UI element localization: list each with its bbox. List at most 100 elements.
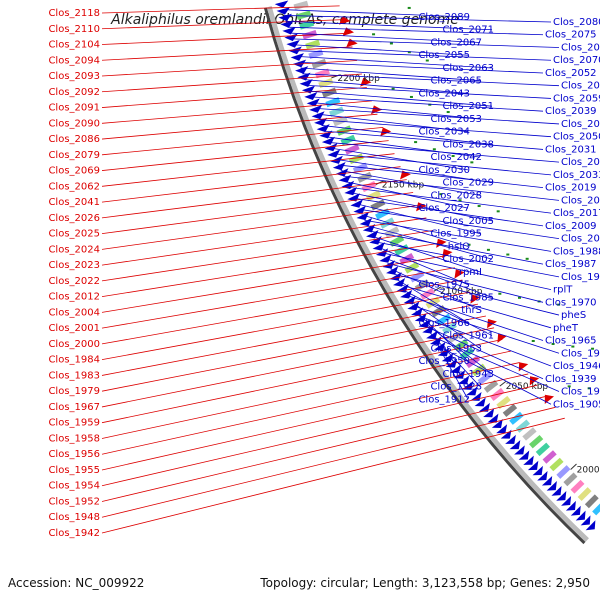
left-gene-label: Clos_2022 <box>48 276 100 287</box>
right-label-leader <box>306 84 552 99</box>
right-gene-label: Clos_2033 <box>553 170 600 181</box>
left-label-leader <box>101 417 565 534</box>
forward-gene-mark <box>356 211 370 221</box>
left-gene-label: Clos_2041 <box>48 197 100 208</box>
left-gene-label: Clos_1942 <box>48 528 100 539</box>
right-label-leader <box>292 44 469 56</box>
right-gene-label: Clos_1950 <box>418 356 470 367</box>
forward-gene-mark <box>537 470 548 481</box>
right-gene-label: Clos_2011 <box>561 195 600 206</box>
right-gene-label: Clos_2052 <box>545 68 597 79</box>
left-gene-label: Clos_1959 <box>48 418 100 429</box>
gc-content-mark <box>551 342 555 345</box>
right-label-leader <box>364 219 552 252</box>
forward-gene-mark <box>290 53 304 61</box>
left-label-leader <box>101 395 547 502</box>
forward-gene-mark <box>414 313 427 322</box>
cog-category-block <box>549 457 564 472</box>
reverse-gene-mark <box>346 38 358 48</box>
right-gene-label: rplT <box>553 285 573 296</box>
forward-gene-mark <box>585 520 596 531</box>
right-gene-label: Clos_1920 <box>561 387 600 398</box>
reverse-gene-mark <box>380 127 392 137</box>
gc-content-mark <box>407 51 411 54</box>
forward-gene-mark <box>286 40 300 48</box>
left-gene-label: Clos_2025 <box>48 229 100 240</box>
right-label-leader <box>294 50 552 61</box>
scale-tick <box>570 463 577 470</box>
right-label-leader <box>384 257 493 298</box>
forward-gene-mark <box>284 33 298 42</box>
forward-gene-mark <box>491 418 503 428</box>
right-label-leader <box>289 32 481 43</box>
left-label-leader <box>101 153 395 187</box>
left-gene-label: Clos_2094 <box>48 55 100 66</box>
forward-gene-mark <box>301 85 316 94</box>
left-gene-label: Clos_1958 <box>48 433 100 444</box>
cog-category-block <box>329 106 345 117</box>
scale-tick-label: 2200 kbp <box>337 74 380 84</box>
gc-content-mark <box>567 385 571 388</box>
cog-category-block <box>502 403 518 417</box>
forward-gene-mark <box>304 92 318 100</box>
right-label-leader <box>328 142 560 163</box>
left-label-leader <box>101 384 538 487</box>
right-gene-label: Clos_2063 <box>442 63 494 74</box>
right-gene-label: Clos_1946 <box>553 361 600 372</box>
left-gene-label: Clos_2000 <box>48 339 100 350</box>
right-label-leader <box>319 119 552 138</box>
forward-gene-mark <box>580 515 591 526</box>
right-gene-label: Clos_1986 <box>561 272 600 283</box>
right-gene-label: thrS <box>461 305 482 316</box>
left-label-leader <box>101 406 556 518</box>
right-gene-label: Clos_1985 <box>442 292 494 303</box>
reverse-gene-mark <box>454 269 465 279</box>
cog-category-block <box>379 217 395 229</box>
right-label-leader <box>381 252 552 290</box>
forward-gene-mark <box>338 174 352 183</box>
forward-gene-mark <box>292 59 307 68</box>
left-label-leader <box>101 113 378 140</box>
cog-category-block <box>496 395 511 409</box>
left-label-leader <box>101 242 441 298</box>
forward-gene-mark <box>509 440 521 450</box>
forward-gene-mark <box>541 476 553 486</box>
left-gene-label: Clos_2104 <box>48 40 100 51</box>
forward-gene-mark <box>478 402 490 412</box>
left-gene-label: Clos_1979 <box>48 386 100 397</box>
forward-gene-mark <box>546 481 557 491</box>
left-gene-label: Clos_1952 <box>48 496 100 507</box>
right-gene-label: Clos_2053 <box>430 114 482 125</box>
cog-category-block <box>563 472 578 487</box>
forward-gene-mark <box>565 500 576 511</box>
left-label-leader <box>101 32 349 45</box>
cog-category-block <box>293 0 309 10</box>
forward-gene-mark <box>457 375 470 385</box>
left-gene-label: Clos_2062 <box>48 181 100 192</box>
forward-gene-mark <box>429 336 442 345</box>
backbone-layer <box>263 6 589 545</box>
left-label-leader <box>101 291 471 361</box>
scale-tick <box>433 286 442 292</box>
right-label-leader <box>350 192 493 222</box>
right-gene-label: Clos_2071 <box>442 25 494 36</box>
gc-content-mark <box>477 205 481 208</box>
forward-gene-mark <box>556 491 567 501</box>
right-gene-label: Clos_1953 <box>430 343 482 354</box>
left-gene-label: Clos_2091 <box>48 103 100 114</box>
gc-content-mark <box>531 339 535 342</box>
gc-content-mark <box>587 387 591 390</box>
left-gene-label: Clos_1956 <box>48 449 100 460</box>
left-label-leader <box>101 100 373 124</box>
right-label-leader <box>312 102 481 120</box>
forward-gene-mark <box>449 364 462 374</box>
left-gene-label: Clos_2004 <box>48 307 100 318</box>
right-label-leader <box>304 79 469 94</box>
cog-category-block <box>314 68 330 79</box>
cog-category-block <box>509 411 524 425</box>
forward-gene-mark <box>299 79 313 87</box>
right-label-leader <box>284 15 552 23</box>
right-gene-label: Clos_2019 <box>545 183 597 194</box>
gc-content-mark <box>409 95 413 98</box>
